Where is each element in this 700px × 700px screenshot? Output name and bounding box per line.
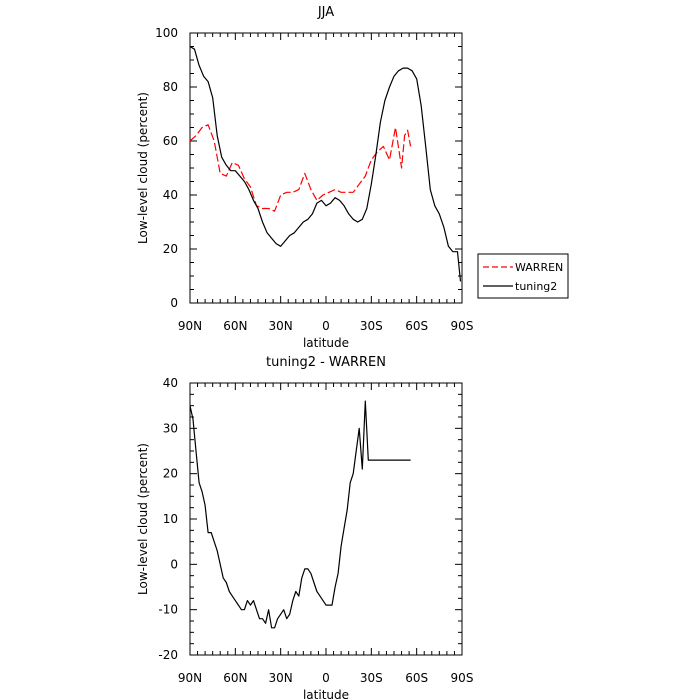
y-tick-label: -20 <box>158 648 178 662</box>
y-tick-label: 40 <box>163 188 178 202</box>
y-tick-label: 20 <box>163 467 178 481</box>
y-tick-label: 100 <box>155 26 178 40</box>
series-line-warren <box>189 124 412 212</box>
series-line-difference <box>189 400 411 629</box>
legend-box <box>477 253 569 299</box>
y-tick-label: 30 <box>163 421 178 435</box>
x-tick-label: 60S <box>405 319 428 333</box>
chart-title: tuning2 - WARREN <box>266 355 386 370</box>
y-axis-label: Low-level cloud (percent) <box>136 443 150 595</box>
x-axis-label: latitude <box>303 688 349 700</box>
x-tick-label: 30S <box>360 319 383 333</box>
plot-frame <box>189 382 463 656</box>
x-tick-label: 30S <box>360 671 383 685</box>
panel-bottom: tuning2 - WARREN latitude Low-level cloud … <box>136 355 473 700</box>
series-line-tuning2 <box>189 45 462 282</box>
y-tick-label: 0 <box>170 557 178 571</box>
y-tick-label: 60 <box>163 134 178 148</box>
y-axis-label: Low-level cloud (percent) <box>136 92 150 244</box>
legend-entry: WARREN <box>515 261 563 274</box>
y-tick-label: 0 <box>170 296 178 310</box>
x-tick-label: 30N <box>269 671 293 685</box>
y-tick-label: 40 <box>163 376 178 390</box>
x-tick-label: 60S <box>405 671 428 685</box>
y-tick-label: 10 <box>163 512 178 526</box>
x-tick-label: 30N <box>269 319 293 333</box>
x-tick-label: 90S <box>451 671 474 685</box>
chart-title: JJA <box>317 5 334 20</box>
y-tick-label: -10 <box>158 603 178 617</box>
x-tick-label: 60N <box>223 319 247 333</box>
y-tick-label: 20 <box>163 242 178 256</box>
y-tick-label: 80 <box>163 80 178 94</box>
x-tick-label: 0 <box>322 671 330 685</box>
x-tick-label: 90S <box>451 319 474 333</box>
x-tick-label: 0 <box>322 319 330 333</box>
panel-top: JJA latitude Low-level cloud (percent) 90N 6… <box>136 5 569 350</box>
x-tick-label: 90N <box>178 671 202 685</box>
x-axis-label: latitude <box>303 336 349 350</box>
x-tick-label: 90N <box>178 319 202 333</box>
plot-frame <box>189 32 463 304</box>
x-tick-label: 60N <box>223 671 247 685</box>
legend-entry: tuning2 <box>515 280 557 293</box>
